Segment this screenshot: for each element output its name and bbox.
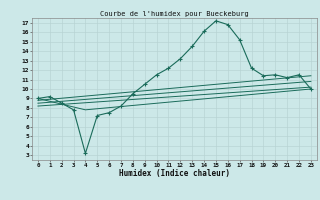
X-axis label: Humidex (Indice chaleur): Humidex (Indice chaleur) (119, 169, 230, 178)
Title: Courbe de l'humidex pour Bueckeburg: Courbe de l'humidex pour Bueckeburg (100, 11, 249, 17)
